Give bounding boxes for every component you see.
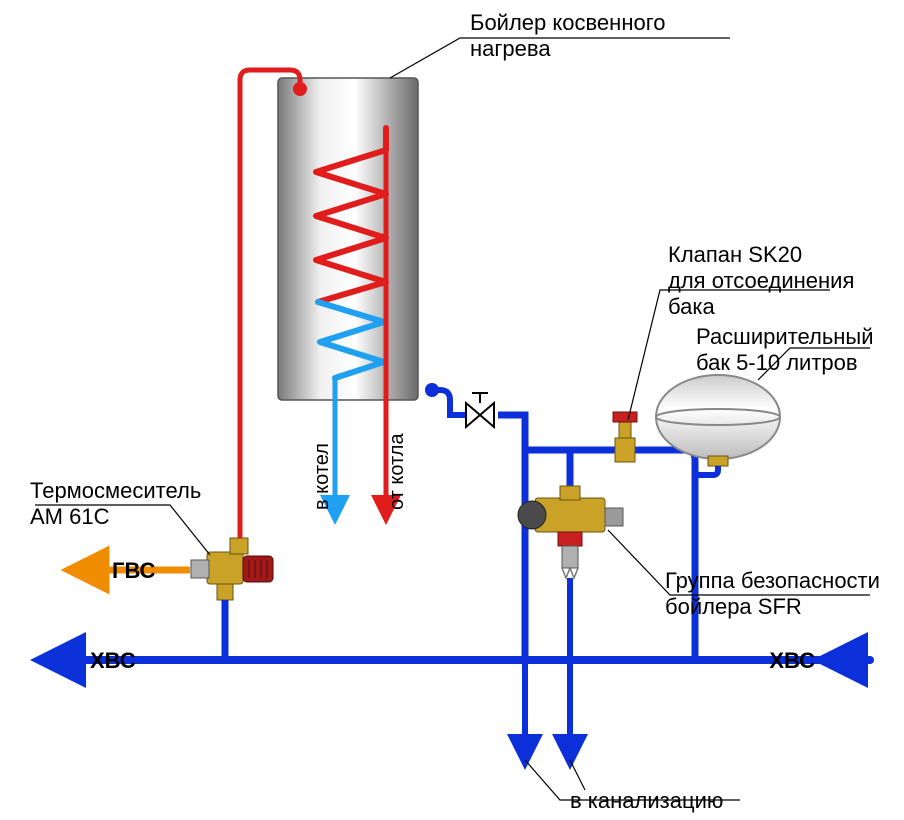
expansion-tank [656,375,780,475]
shutoff-valve-icon [466,393,494,427]
tank-label-2: бак 5-10 литров [696,350,858,375]
sewer-label: в канализацию [570,788,723,813]
thermomixer-label-2: AM 61C [30,504,110,529]
gvs-label: ГВС [112,558,156,583]
hvs-left-label: ХВС [90,648,136,673]
safety-label-2: бойлера SFR [665,594,802,619]
hvs-right-label: ХВС [769,648,815,673]
safety-group [518,486,623,578]
sk20-label-2: для отсоединения [668,268,854,293]
boiler-label-2: нагрева [470,36,551,61]
to-boiler-label: в котел [311,443,333,510]
sk20-label-3: бака [668,294,715,319]
sk20-valve [613,412,637,462]
from-boiler-label: от котла [386,433,408,510]
thermomixer-label-1: Термосмеситель [30,478,201,503]
safety-label-1: Группа безопасности [665,568,880,593]
sk20-label-1: Клапан SK20 [668,242,802,267]
boiler-label-1: Бойлер косвенного [470,10,665,35]
drain-lines [525,578,570,752]
tank-label-1: Расширительный [696,324,874,349]
